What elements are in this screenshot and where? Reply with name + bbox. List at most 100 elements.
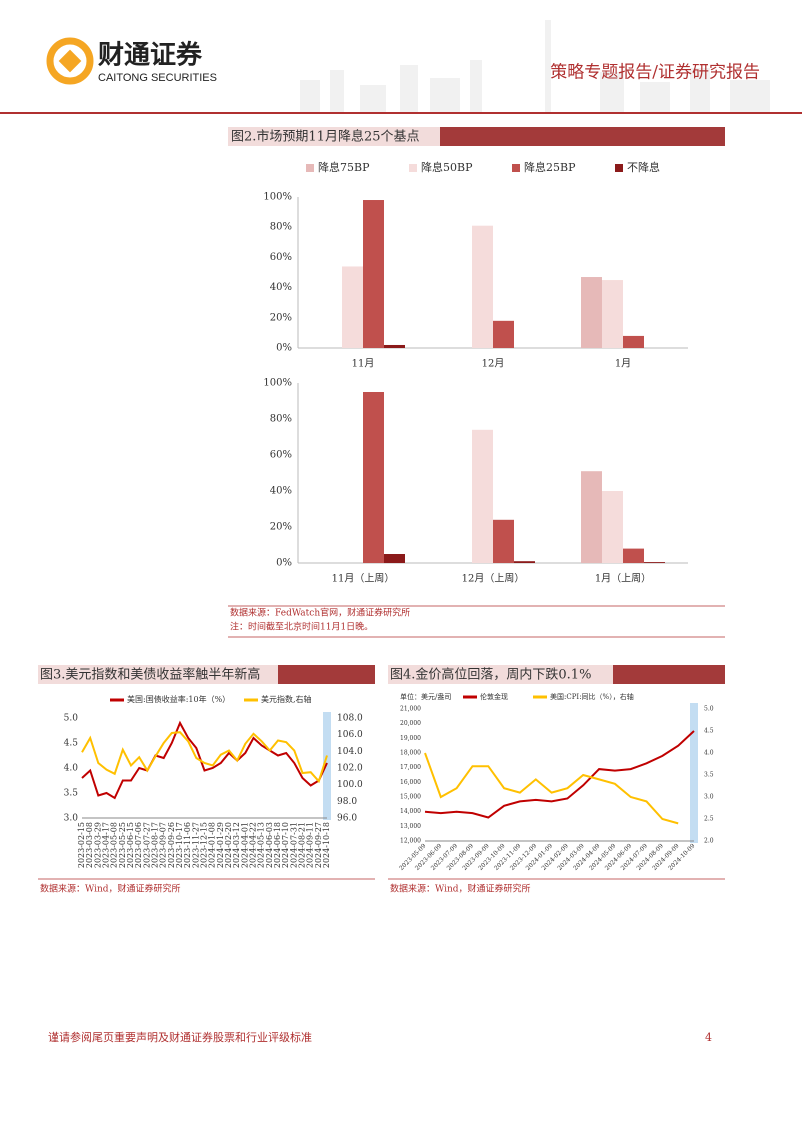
x-tick-label: 2024-02-20	[224, 822, 233, 868]
y2-tick-label: 104.0	[337, 747, 363, 757]
x-tick-label: 2024-01-29	[216, 822, 225, 868]
bar	[363, 392, 384, 563]
y-tick-label: 3.5	[64, 789, 79, 799]
figure-title-bg	[228, 127, 440, 146]
x-tick-label: 2024-07-31	[289, 822, 298, 868]
y-tick-label: 80%	[270, 414, 292, 425]
x-tick-label: 2023-10-17	[175, 822, 184, 868]
x-tick-label: 1月	[615, 358, 631, 370]
line	[424, 752, 679, 825]
y2-tick-label: 2.5	[704, 816, 714, 823]
x-tick-label: 2024-09-27	[314, 822, 323, 868]
legend-swatch	[306, 164, 314, 172]
x-tick-label: 2024-04-22	[249, 822, 258, 868]
y-tick-label: 60%	[270, 450, 292, 461]
y-tick-label: 19,000	[400, 735, 421, 742]
bar	[623, 335, 644, 348]
x-tick-label: 2024-03-12	[232, 822, 241, 868]
x-tick-label: 2024-10-18	[322, 822, 331, 868]
y-tick-label: 21,000	[400, 706, 421, 713]
bar	[472, 225, 493, 348]
bar	[602, 491, 623, 563]
x-tick-label: 11月（上周）	[332, 573, 395, 585]
line	[424, 730, 695, 819]
y2-tick-label: 2.0	[704, 838, 714, 845]
legend-label: 伦敦金现	[480, 692, 508, 701]
bar	[644, 562, 665, 563]
y-tick-label: 40%	[270, 282, 292, 293]
y-tick-label: 12,000	[400, 838, 421, 845]
y-tick-label: 13,000	[400, 823, 421, 830]
legend-label: 美国:国债收益率:10年（%）	[127, 694, 230, 704]
bar	[493, 320, 514, 348]
x-tick-label: 12月	[482, 358, 505, 370]
x-tick-label: 2024-09-11	[306, 822, 315, 868]
y-tick-label: 0%	[276, 343, 292, 354]
x-tick-label: 2024-06-03	[265, 822, 274, 868]
y-tick-label: 14,000	[400, 808, 421, 815]
x-tick-label: 2023-03-08	[85, 822, 94, 868]
y-tick-label: 4.0	[64, 764, 79, 774]
y-tick-label: 3.0	[64, 814, 79, 824]
x-tick-label: 2024-07-10	[281, 822, 290, 868]
skyline	[300, 20, 770, 112]
figure-title-bg	[388, 665, 613, 684]
x-tick-label: 2023-06-15	[126, 822, 135, 868]
bar	[493, 519, 514, 563]
y-tick-label: 0%	[276, 558, 292, 569]
legend-label: 美国:CPI:同比（%），右轴	[550, 692, 634, 701]
line	[81, 720, 328, 800]
bar	[384, 344, 405, 348]
y-tick-label: 4.5	[64, 739, 79, 749]
source: 数据来源：FedWatch官网，财通证券研究所	[230, 607, 410, 619]
y-tick-label: 16,000	[400, 779, 421, 786]
y-tick-label: 18,000	[400, 750, 421, 757]
y2-tick-label: 102.0	[337, 764, 363, 774]
legend-swatch	[615, 164, 623, 172]
figure-title: 图2.市场预期11月降息25个基点	[231, 129, 420, 145]
x-tick-label: 1月（上周）	[595, 573, 651, 585]
y2-tick-label: 108.0	[337, 714, 363, 724]
y-tick-label: 20%	[270, 522, 292, 533]
x-tick-label: 2023-07-06	[134, 822, 143, 868]
x-tick-label: 2024-01-08	[208, 822, 217, 868]
source: 数据来源：Wind，财通证券研究所	[40, 883, 181, 895]
y2-tick-label: 100.0	[337, 780, 363, 790]
x-tick-label: 2023-02-15	[77, 822, 86, 868]
y-tick-label: 5.0	[64, 714, 79, 724]
x-tick-label: 2023-05-25	[118, 822, 127, 868]
bar	[363, 200, 384, 348]
x-tick-label: 2023-08-17	[151, 822, 160, 868]
bar	[472, 429, 493, 563]
bar	[602, 280, 623, 348]
note: 注：时间截至北京时间11月1日晚。	[230, 621, 373, 633]
legend-label: 降息75BP	[318, 160, 370, 174]
x-tick-label: 2023-09-07	[159, 822, 168, 868]
legend-swatch	[512, 164, 520, 172]
x-tick-label: 2023-03-29	[93, 822, 102, 868]
highlight-band	[323, 712, 331, 820]
legend-label: 美元指数,右轴	[261, 694, 312, 704]
x-tick-label: 2024-05-13	[257, 822, 266, 868]
y-tick-label: 60%	[270, 252, 292, 263]
report-type: 策略专题报告/证券研究报告	[550, 63, 760, 83]
figure-title: 图4.金价高位回落，周内下跌0.1%	[390, 667, 591, 683]
bar	[342, 266, 363, 348]
legend-swatch	[409, 164, 417, 172]
y-tick-label: 100%	[263, 192, 292, 203]
page-number: 4	[705, 1031, 712, 1044]
x-tick-label: 2024-08-21	[298, 822, 307, 868]
y-tick-label: 17,000	[400, 764, 421, 771]
company-name-en: CAITONG SECURITIES	[98, 72, 217, 84]
line	[81, 731, 328, 784]
x-tick-label: 2023-11-27	[191, 822, 200, 868]
logo	[46, 37, 94, 85]
y2-tick-label: 98.0	[337, 797, 357, 807]
x-tick-label: 2023-09-26	[167, 822, 176, 868]
y-tick-label: 15,000	[400, 794, 421, 801]
header-rule	[0, 112, 802, 114]
company-name: 财通证券	[98, 41, 203, 71]
legend-label: 降息50BP	[421, 160, 473, 174]
